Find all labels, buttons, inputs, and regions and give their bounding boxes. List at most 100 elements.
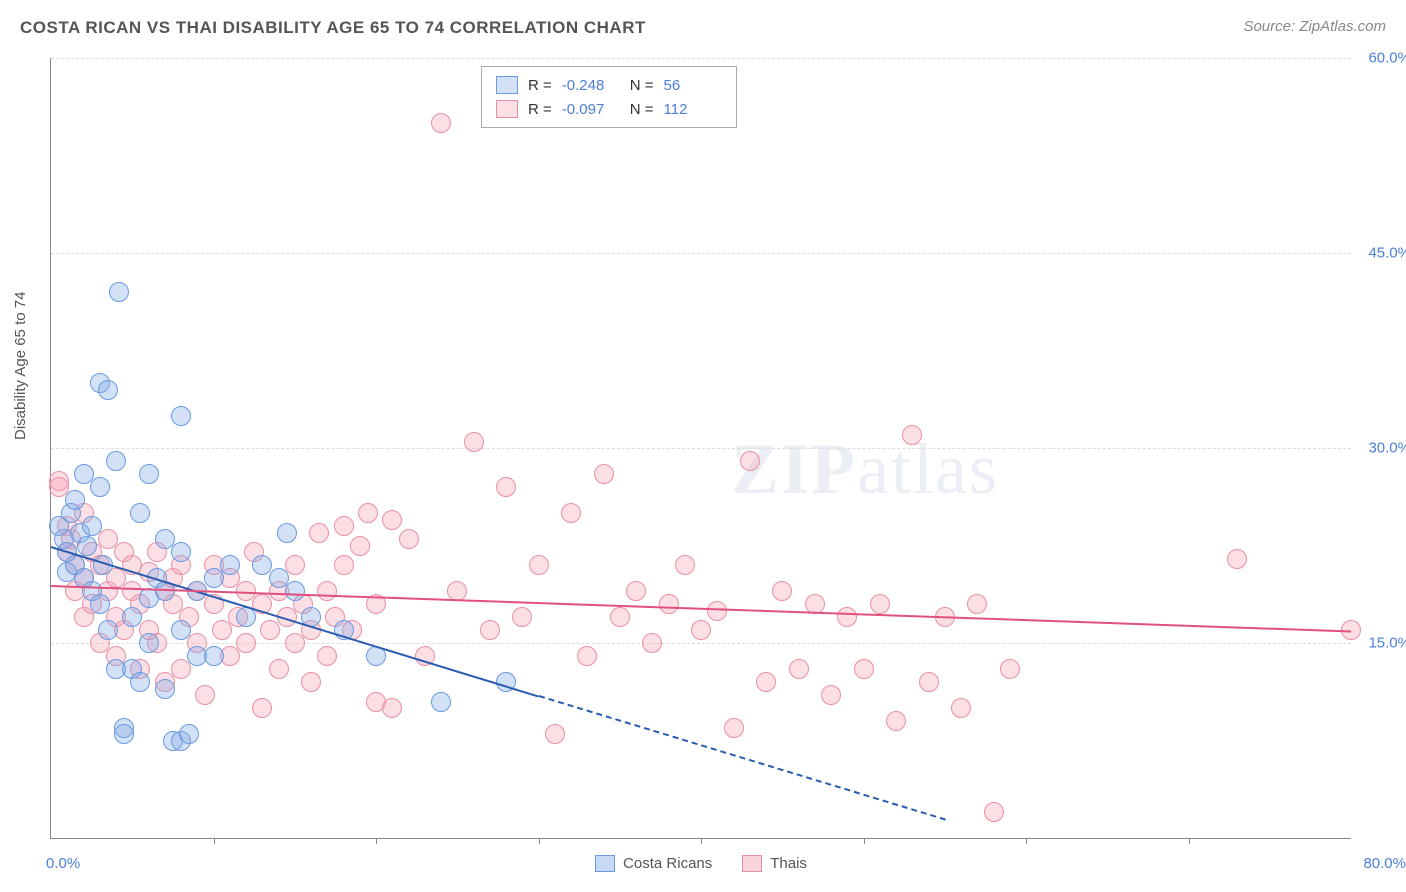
y-tick-label: 45.0% — [1368, 245, 1406, 262]
data-point — [358, 503, 378, 523]
chart-title: COSTA RICAN VS THAI DISABILITY AGE 65 TO… — [20, 18, 646, 37]
swatch-costa-ricans — [496, 76, 518, 94]
swatch-icon — [742, 855, 762, 872]
data-point — [919, 672, 939, 692]
swatch-thais — [496, 100, 518, 118]
y-tick-label: 15.0% — [1368, 635, 1406, 652]
data-point — [171, 659, 191, 679]
scatter-plot-area: ZIPatlas R = -0.248 N = 56 R = -0.097 N … — [50, 58, 1351, 839]
series-legend: Costa Ricans Thais — [51, 855, 1351, 872]
data-point — [561, 503, 581, 523]
data-point — [967, 594, 987, 614]
y-tick-label: 30.0% — [1368, 440, 1406, 457]
trend-line — [538, 695, 945, 820]
data-point — [204, 568, 224, 588]
data-point — [594, 464, 614, 484]
gridline — [51, 448, 1351, 449]
data-point — [106, 451, 126, 471]
data-point — [691, 620, 711, 640]
data-point — [772, 581, 792, 601]
legend-row-costa-ricans: R = -0.248 N = 56 — [496, 73, 722, 97]
data-point — [545, 724, 565, 744]
data-point — [334, 555, 354, 575]
x-tick — [214, 838, 215, 844]
data-point — [301, 672, 321, 692]
data-point — [285, 555, 305, 575]
data-point — [382, 510, 402, 530]
data-point — [139, 633, 159, 653]
data-point — [951, 698, 971, 718]
data-point — [740, 451, 760, 471]
data-point — [109, 282, 129, 302]
data-point — [90, 477, 110, 497]
data-point — [220, 555, 240, 575]
data-point — [399, 529, 419, 549]
gridline — [51, 58, 1351, 59]
data-point — [77, 536, 97, 556]
data-point — [98, 380, 118, 400]
data-point — [285, 633, 305, 653]
data-point — [285, 581, 305, 601]
data-point — [659, 594, 679, 614]
data-point — [984, 802, 1004, 822]
x-tick — [376, 838, 377, 844]
data-point — [837, 607, 857, 627]
data-point — [512, 607, 532, 627]
legend-row-thais: R = -0.097 N = 112 — [496, 97, 722, 121]
data-point — [431, 113, 451, 133]
data-point — [277, 523, 297, 543]
data-point — [902, 425, 922, 445]
data-point — [496, 477, 516, 497]
data-point — [756, 672, 776, 692]
data-point — [350, 536, 370, 556]
legend-item-thais: Thais — [742, 855, 807, 872]
data-point — [1227, 549, 1247, 569]
legend-item-costa-ricans: Costa Ricans — [595, 855, 712, 872]
data-point — [334, 516, 354, 536]
chart-header: COSTA RICAN VS THAI DISABILITY AGE 65 TO… — [20, 18, 1386, 48]
y-axis-title: Disability Age 65 to 74 — [12, 292, 29, 440]
data-point — [675, 555, 695, 575]
data-point — [204, 646, 224, 666]
data-point — [195, 685, 215, 705]
swatch-icon — [595, 855, 615, 872]
data-point — [431, 692, 451, 712]
data-point — [82, 516, 102, 536]
data-point — [171, 406, 191, 426]
data-point — [171, 542, 191, 562]
data-point — [382, 698, 402, 718]
data-point — [260, 620, 280, 640]
data-point — [269, 659, 289, 679]
data-point — [821, 685, 841, 705]
data-point — [1000, 659, 1020, 679]
data-point — [252, 698, 272, 718]
data-point — [529, 555, 549, 575]
watermark: ZIPatlas — [731, 428, 999, 511]
data-point — [789, 659, 809, 679]
data-point — [317, 646, 337, 666]
data-point — [139, 464, 159, 484]
data-point — [179, 724, 199, 744]
data-point — [464, 432, 484, 452]
data-point — [122, 607, 142, 627]
y-tick-label: 60.0% — [1368, 50, 1406, 67]
data-point — [65, 490, 85, 510]
x-tick — [864, 838, 865, 844]
data-point — [114, 724, 134, 744]
data-point — [236, 633, 256, 653]
data-point — [724, 718, 744, 738]
data-point — [309, 523, 329, 543]
source-label: Source: ZipAtlas.com — [1243, 18, 1386, 35]
data-point — [886, 711, 906, 731]
gridline — [51, 253, 1351, 254]
data-point — [90, 594, 110, 614]
x-tick — [539, 838, 540, 844]
data-point — [98, 620, 118, 640]
data-point — [480, 620, 500, 640]
data-point — [171, 620, 191, 640]
data-point — [610, 607, 630, 627]
data-point — [642, 633, 662, 653]
correlation-legend: R = -0.248 N = 56 R = -0.097 N = 112 — [481, 66, 737, 128]
x-max-label: 80.0% — [1363, 855, 1406, 872]
data-point — [317, 581, 337, 601]
